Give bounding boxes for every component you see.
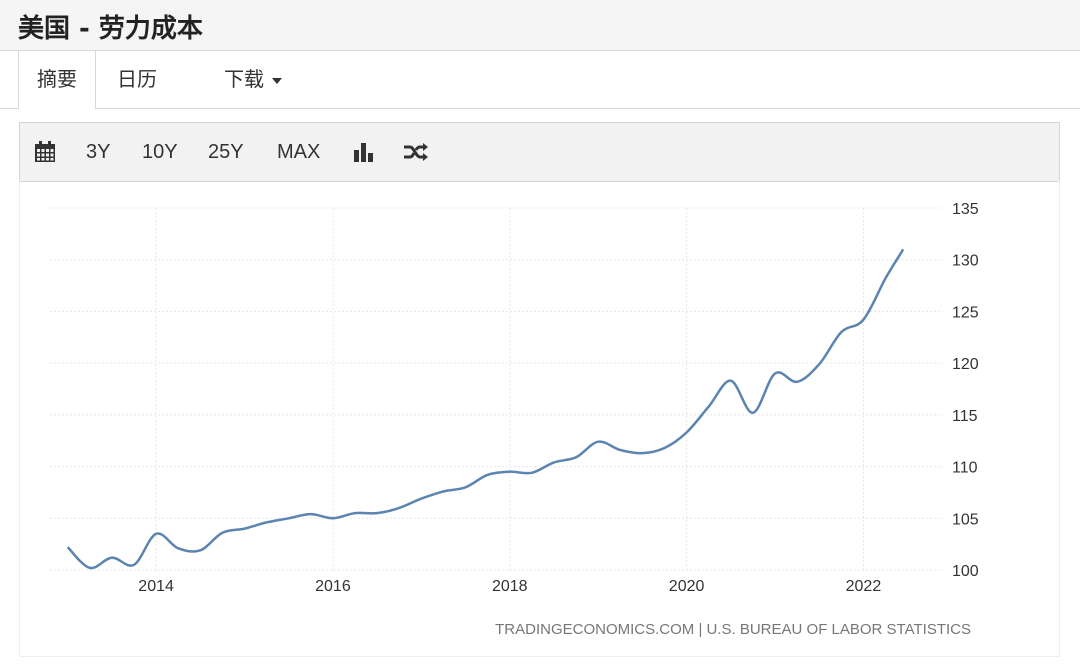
- shuffle-icon[interactable]: [403, 142, 429, 162]
- caret-down-icon: [272, 77, 282, 84]
- range-3y-button[interactable]: 3Y: [86, 141, 111, 163]
- tab-bar: 摘要 日历 下载: [0, 51, 1080, 109]
- calendar-icon[interactable]: [34, 141, 56, 163]
- range-25y-button[interactable]: 25Y: [208, 141, 244, 163]
- page-title: 美国 - 劳力成本: [18, 14, 203, 44]
- bar-chart-icon[interactable]: [353, 142, 375, 162]
- tab-calendar[interactable]: 日历: [117, 67, 157, 91]
- range-10y-button[interactable]: 10Y: [142, 141, 178, 163]
- range-max-button[interactable]: MAX: [277, 141, 321, 163]
- tab-download-label: 下载: [224, 67, 264, 91]
- chart-toolbar: 3Y 10Y 25Y MAX: [19, 122, 1060, 182]
- tab-summary[interactable]: 摘要: [18, 51, 96, 109]
- chart-frame: [19, 180, 1060, 657]
- title-bar: 美国 - 劳力成本: [0, 0, 1080, 51]
- tab-download[interactable]: 下载: [224, 51, 282, 108]
